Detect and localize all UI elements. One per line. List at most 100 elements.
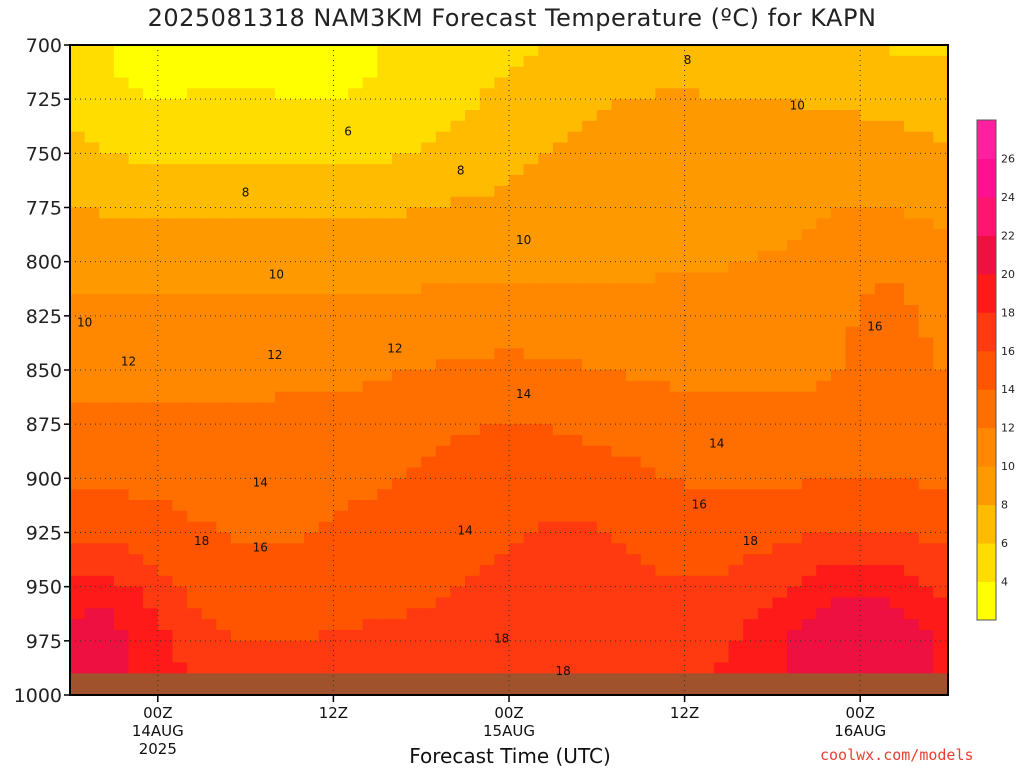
field-cell <box>757 554 773 566</box>
field-cell <box>187 120 203 133</box>
field-cell <box>611 510 627 523</box>
field-cell <box>318 500 334 512</box>
field-cell <box>757 380 773 393</box>
field-cell <box>421 88 437 100</box>
field-cell <box>245 326 261 339</box>
field-cell <box>640 207 656 219</box>
field-cell <box>230 402 247 414</box>
field-cell <box>99 662 115 674</box>
field-cell <box>713 445 730 458</box>
field-cell <box>582 445 598 458</box>
field-cell <box>318 359 334 371</box>
field-cell <box>172 651 188 664</box>
field-cell <box>772 45 788 57</box>
field-cell <box>494 424 510 436</box>
field-cell <box>669 196 686 209</box>
x-axis-label: Forecast Time (UTC) <box>409 744 611 768</box>
field-cell <box>318 532 334 544</box>
field-cell <box>230 597 247 609</box>
field-cell <box>391 424 408 436</box>
field-cell <box>289 435 305 447</box>
field-cell <box>904 164 920 176</box>
field-cell <box>172 315 188 328</box>
field-cell <box>260 120 276 133</box>
field-cell <box>479 662 495 674</box>
field-cell <box>230 478 247 490</box>
field-cell <box>787 554 803 566</box>
field-cell <box>933 88 949 100</box>
field-cell <box>99 554 115 566</box>
field-cell <box>874 229 891 241</box>
field-cell <box>816 294 832 306</box>
field-cell <box>333 326 349 339</box>
field-cell <box>699 77 715 89</box>
field-cell <box>684 164 700 176</box>
field-cell <box>699 489 715 501</box>
field-cell <box>538 608 554 620</box>
field-cell <box>728 543 744 555</box>
field-cell <box>187 45 203 57</box>
field-cell <box>304 478 320 490</box>
field-cell <box>874 99 891 111</box>
field-cell <box>391 370 408 382</box>
field-cell <box>596 55 613 68</box>
field-cell <box>538 326 554 339</box>
colorbar-label: 4 <box>1001 576 1008 589</box>
field-cell <box>552 99 569 111</box>
field-cell <box>596 445 613 458</box>
field-cell <box>348 153 364 165</box>
field-cell <box>421 164 437 176</box>
field-cell <box>128 500 144 512</box>
field-cell <box>728 164 744 176</box>
field-cell <box>260 554 276 566</box>
field-cell <box>406 337 422 349</box>
field-cell <box>684 305 700 317</box>
field-cell <box>801 348 817 360</box>
field-cell <box>435 131 452 144</box>
field-cell <box>143 575 159 588</box>
field-cell <box>391 229 408 241</box>
field-cell <box>684 435 700 447</box>
field-cell <box>465 575 481 588</box>
field-cell <box>699 478 715 490</box>
field-cell <box>201 45 217 57</box>
field-cell <box>757 456 773 469</box>
field-cell <box>274 500 291 512</box>
field-cell <box>684 413 700 425</box>
field-cell <box>509 413 525 425</box>
field-cell <box>743 175 759 187</box>
field-cell <box>333 175 349 187</box>
field-cell <box>187 348 203 360</box>
field-cell <box>494 456 510 469</box>
field-cell <box>728 391 744 404</box>
field-cell <box>187 630 203 642</box>
field-cell <box>699 207 715 219</box>
field-cell <box>465 261 481 274</box>
field-cell <box>713 662 730 674</box>
field-cell <box>391 630 408 642</box>
field-cell <box>494 196 510 209</box>
field-cell <box>596 510 613 523</box>
field-cell <box>479 218 495 230</box>
field-cell <box>567 272 583 284</box>
field-cell <box>772 532 788 544</box>
field-cell <box>626 554 642 566</box>
field-cell <box>933 575 949 588</box>
field-cell <box>318 608 334 620</box>
field-cell <box>713 510 730 523</box>
field-cell <box>494 164 510 176</box>
colorbar-label: 22 <box>1001 229 1015 242</box>
field-cell <box>787 337 803 349</box>
field-cell <box>787 597 803 609</box>
field-cell <box>157 229 174 241</box>
field-cell <box>465 88 481 100</box>
field-cell <box>187 662 203 674</box>
field-cell <box>509 478 525 490</box>
field-cell <box>465 110 481 122</box>
field-cell <box>421 467 437 479</box>
field-cell <box>655 435 671 447</box>
field-cell <box>538 391 554 404</box>
field-cell <box>157 120 174 133</box>
field-cell <box>143 597 159 609</box>
field-cell <box>157 543 174 555</box>
